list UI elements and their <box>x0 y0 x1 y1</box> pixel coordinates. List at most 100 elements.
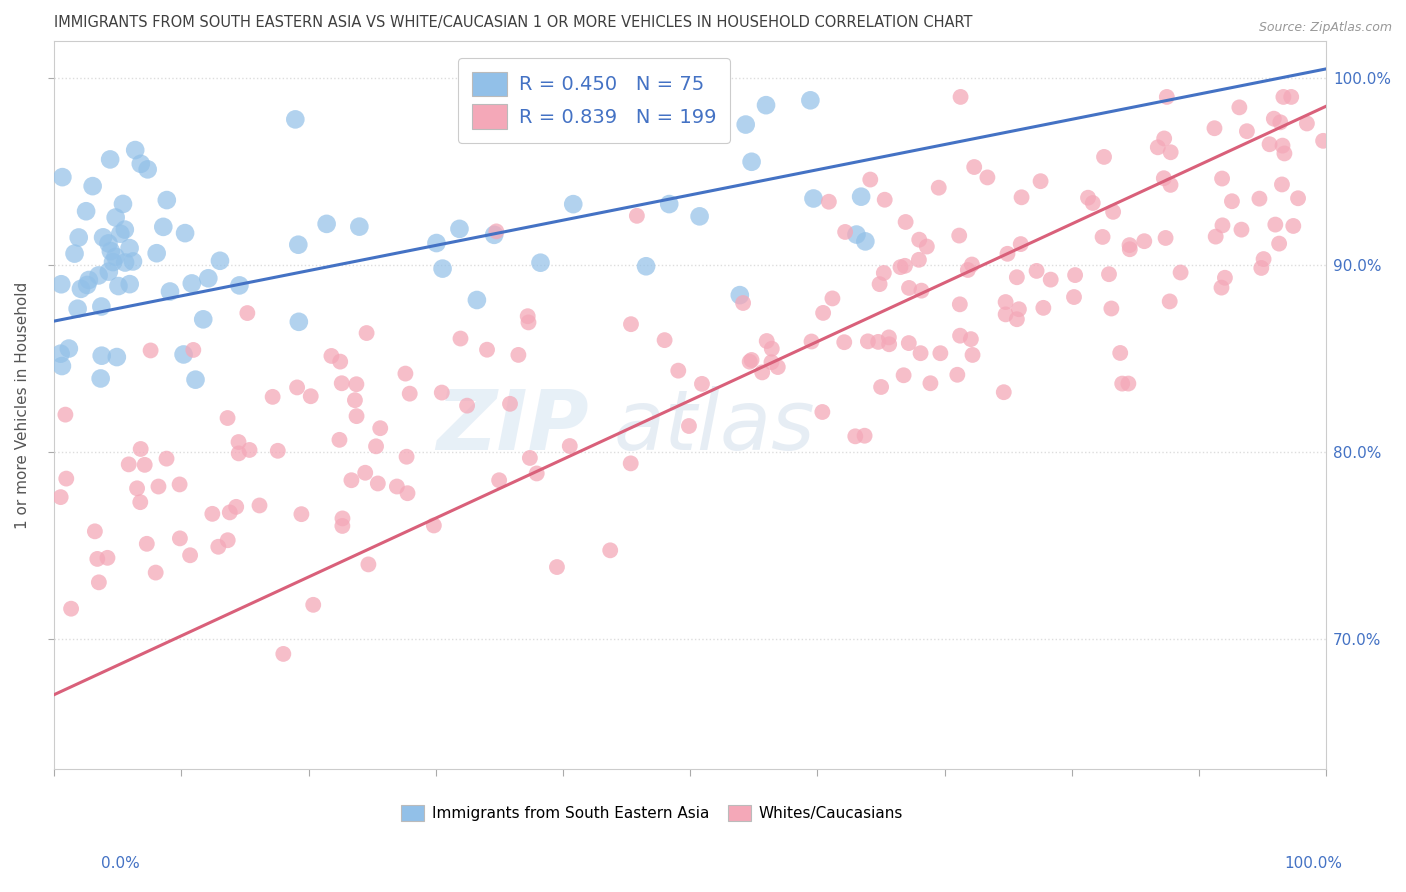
Point <box>915 239 938 253</box>
Point <box>733 296 755 310</box>
Point <box>100 244 122 259</box>
Point <box>1160 178 1182 192</box>
Point <box>803 192 825 206</box>
Point <box>228 435 250 450</box>
Point <box>207 540 229 554</box>
Point <box>181 343 204 357</box>
Point <box>55 472 77 486</box>
Point <box>897 336 920 351</box>
Point <box>218 505 240 519</box>
Point <box>1111 376 1133 391</box>
Point <box>558 439 581 453</box>
Point <box>267 443 290 458</box>
Point <box>799 93 821 107</box>
Point <box>77 273 100 287</box>
Point <box>55 408 77 422</box>
Point <box>344 377 367 392</box>
Point <box>1077 191 1099 205</box>
Point <box>499 397 522 411</box>
Point <box>946 368 969 382</box>
Point <box>894 259 917 273</box>
Point <box>1025 264 1047 278</box>
Point <box>58 342 80 356</box>
Point <box>169 532 191 546</box>
Point <box>1211 280 1233 294</box>
Point <box>1005 270 1028 285</box>
Point <box>152 219 174 234</box>
Point <box>98 153 121 167</box>
Point <box>508 348 530 362</box>
Point <box>97 265 120 279</box>
Point <box>1032 301 1054 315</box>
Point <box>526 467 548 481</box>
Point <box>868 334 890 349</box>
Point <box>101 255 124 269</box>
Point <box>364 439 387 453</box>
Point <box>340 473 363 487</box>
Point <box>873 266 896 280</box>
Point <box>91 230 114 244</box>
Point <box>97 236 120 251</box>
Point <box>1263 112 1285 126</box>
Point <box>546 560 568 574</box>
Point <box>114 222 136 236</box>
Point <box>124 143 146 157</box>
Point <box>321 349 343 363</box>
Point <box>1282 219 1305 233</box>
Point <box>993 385 1015 400</box>
Text: atlas: atlas <box>614 386 815 467</box>
Point <box>395 450 418 464</box>
Point <box>122 254 145 268</box>
Point <box>1118 238 1140 252</box>
Point <box>1170 266 1192 280</box>
Point <box>285 380 308 394</box>
Point <box>1008 302 1031 317</box>
Point <box>1156 90 1178 104</box>
Point <box>105 350 128 364</box>
Point <box>51 170 73 185</box>
Point <box>910 284 932 298</box>
Point <box>129 157 152 171</box>
Point <box>800 334 823 349</box>
Point <box>853 428 876 442</box>
Text: 0.0%: 0.0% <box>101 856 141 871</box>
Point <box>423 518 446 533</box>
Point <box>249 499 271 513</box>
Point <box>1204 121 1226 136</box>
Point <box>1250 260 1272 275</box>
Point <box>751 365 773 379</box>
Point <box>1258 137 1281 152</box>
Point <box>485 224 508 238</box>
Point <box>877 337 900 351</box>
Point <box>135 537 157 551</box>
Point <box>63 246 86 260</box>
Point <box>225 500 247 514</box>
Point <box>877 330 900 344</box>
Point <box>82 179 104 194</box>
Point <box>1249 192 1271 206</box>
Point <box>449 222 471 236</box>
Point <box>238 442 260 457</box>
Point <box>755 334 778 348</box>
Point <box>1098 267 1121 281</box>
Point <box>1154 231 1177 245</box>
Point <box>1081 196 1104 211</box>
Point <box>1211 171 1233 186</box>
Point <box>273 647 295 661</box>
Point <box>728 288 751 302</box>
Point <box>1064 268 1087 282</box>
Point <box>811 306 834 320</box>
Point <box>994 307 1017 321</box>
Point <box>1153 171 1175 186</box>
Point <box>96 550 118 565</box>
Point <box>960 258 983 272</box>
Point <box>145 246 167 260</box>
Point <box>1205 229 1227 244</box>
Point <box>118 458 141 472</box>
Point <box>529 256 551 270</box>
Point <box>755 98 778 112</box>
Point <box>299 389 322 403</box>
Point <box>139 343 162 358</box>
Point <box>893 368 915 383</box>
Point <box>678 419 700 434</box>
